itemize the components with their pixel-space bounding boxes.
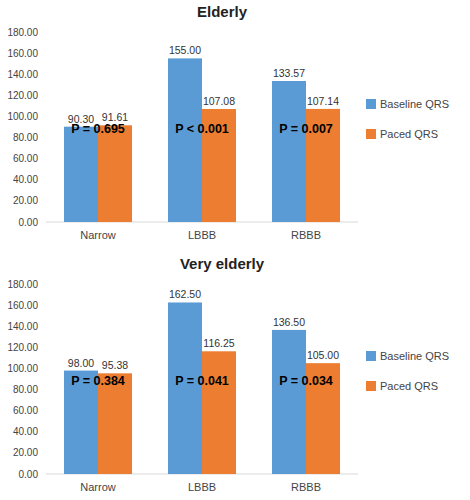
legend-label: Paced QRS <box>380 380 438 392</box>
category-label: Narrow <box>80 481 116 493</box>
labels: 98.00 95.38 P = 0.384 162.50 116.25 P = 0.041… <box>68 288 339 387</box>
legend-swatch <box>366 351 376 361</box>
data-label: 116.25 <box>203 337 234 349</box>
data-label: 133.57 <box>273 67 305 79</box>
p-value: P = 0.007 <box>279 122 333 136</box>
legend: Baseline QRS Paced QRS <box>366 98 449 140</box>
data-label: 162.50 <box>169 288 201 300</box>
bar <box>168 302 202 474</box>
y-tick-label: 20.00 <box>13 447 38 458</box>
y-tick-label: 0.00 <box>19 469 39 480</box>
bars <box>64 302 340 474</box>
chart-title: Elderly <box>197 3 248 20</box>
legend-swatch <box>366 381 376 391</box>
data-label: 136.50 <box>273 316 305 328</box>
p-value: P = 0.695 <box>71 122 125 136</box>
y-tick-label: 40.00 <box>13 426 38 437</box>
legend-label: Paced QRS <box>380 128 438 140</box>
category-label: RBBB <box>291 229 321 241</box>
data-label: 95.38 <box>102 359 128 371</box>
y-tick-label: 60.00 <box>13 405 38 416</box>
data-label: 98.00 <box>68 357 94 369</box>
data-label: 105.00 <box>307 349 339 361</box>
bar <box>272 81 306 222</box>
legend-label: Baseline QRS <box>380 350 449 362</box>
y-tick-label: 0.00 <box>19 217 39 228</box>
bars <box>64 58 340 222</box>
chart: Elderly 0.00 20.00 40.00 60.00 80.00 100.00 120… <box>7 3 449 241</box>
legend: Baseline QRS Paced QRS <box>366 350 449 392</box>
data-label: 155.00 <box>169 44 201 56</box>
bar <box>272 330 306 474</box>
y-tick-label: 80.00 <box>13 132 38 143</box>
chart: Very elderly 0.00 20.00 40.00 60.00 80.00 100.… <box>7 255 449 493</box>
y-tick-label: 180.00 <box>7 279 38 290</box>
bar <box>98 125 132 222</box>
y-tick-label: 100.00 <box>7 111 38 122</box>
p-value: P = 0.384 <box>71 374 125 388</box>
data-label: 107.08 <box>203 95 235 107</box>
y-tick-label: 100.00 <box>7 363 38 374</box>
category-label: LBBB <box>188 481 216 493</box>
y-tick-label: 80.00 <box>13 384 38 395</box>
y-tick-label: 160.00 <box>7 48 38 59</box>
y-tick-label: 120.00 <box>7 90 38 101</box>
y-tick-label: 20.00 <box>13 195 38 206</box>
category-label: Narrow <box>80 229 116 241</box>
page: {"chart_data": [ {"type": "bar", "title"… <box>0 0 470 500</box>
legend-swatch <box>366 99 376 109</box>
legend-label: Baseline QRS <box>380 98 449 110</box>
chart-title: Very elderly <box>180 255 265 272</box>
bar <box>64 127 98 222</box>
figure: Elderly 0.00 20.00 40.00 60.00 80.00 100.00 120… <box>0 0 470 500</box>
p-value: P = 0.041 <box>175 374 229 388</box>
bar <box>98 373 132 474</box>
bar <box>168 58 202 222</box>
category-label: RBBB <box>291 481 321 493</box>
category-label: LBBB <box>188 229 216 241</box>
legend-swatch <box>366 129 376 139</box>
y-tick-label: 140.00 <box>7 321 38 332</box>
y-tick-label: 40.00 <box>13 174 38 185</box>
y-tick-label: 140.00 <box>7 69 38 80</box>
p-value: P = 0.034 <box>279 374 333 388</box>
bar <box>202 351 236 474</box>
data-label: 107.14 <box>307 95 339 107</box>
p-value: P < 0.001 <box>175 122 229 136</box>
y-tick-label: 180.00 <box>7 27 38 38</box>
y-tick-label: 160.00 <box>7 300 38 311</box>
y-tick-label: 120.00 <box>7 342 38 353</box>
y-tick-label: 60.00 <box>13 153 38 164</box>
labels: 90.3091.61P = 0.695155.00107.08P < 0.001… <box>68 44 339 135</box>
